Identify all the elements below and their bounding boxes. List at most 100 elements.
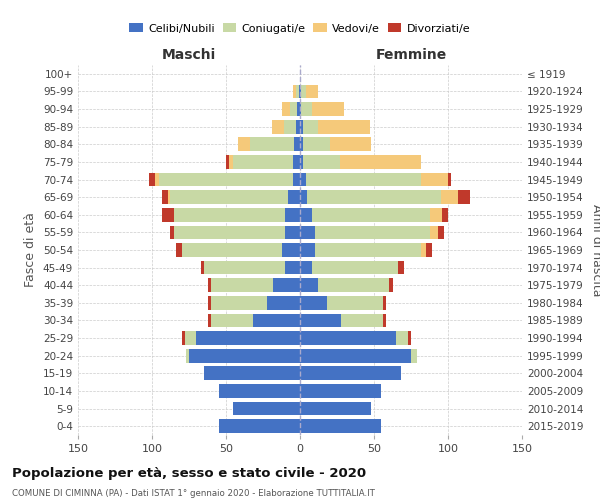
Bar [312,260,398,274]
Bar [301,84,306,98]
Bar [218,384,300,398]
Bar [421,172,448,186]
Bar [272,120,284,134]
Bar [293,155,300,169]
Bar [312,102,344,116]
Bar [300,402,371,415]
Bar [408,331,411,345]
Bar [303,120,318,134]
Bar [285,226,300,239]
Bar [233,402,300,415]
Bar [170,226,174,239]
Bar [253,314,300,328]
Bar [300,420,382,433]
Text: Maschi: Maschi [162,48,216,62]
Bar [300,260,312,274]
Bar [301,102,312,116]
Bar [318,120,370,134]
Bar [300,278,318,292]
Bar [300,314,341,328]
Bar [294,138,300,151]
Bar [182,331,185,345]
Bar [282,243,300,257]
Text: COMUNE DI CIMINNA (PA) - Dati ISTAT 1° gennaio 2020 - Elaborazione TUTTITALIA.IT: COMUNE DI CIMINNA (PA) - Dati ISTAT 1° g… [12,489,375,498]
Bar [174,208,285,222]
Bar [389,278,393,292]
Bar [426,243,432,257]
Bar [300,349,411,362]
Bar [421,243,426,257]
Bar [300,366,401,380]
Bar [300,102,301,116]
Bar [290,102,297,116]
Bar [458,190,470,204]
Bar [160,172,293,186]
Bar [163,190,168,204]
Text: Popolazione per età, sesso e stato civile - 2020: Popolazione per età, sesso e stato civil… [12,468,366,480]
Bar [208,314,211,328]
Bar [284,120,296,134]
Bar [155,172,160,186]
Bar [442,208,448,222]
Bar [448,172,451,186]
Bar [204,260,285,274]
Bar [300,84,301,98]
Bar [300,208,312,222]
Bar [293,172,300,186]
Bar [288,190,300,204]
Bar [329,138,371,151]
Bar [383,314,386,328]
Bar [318,278,389,292]
Bar [170,190,288,204]
Legend: Celibi/Nubili, Coniugati/e, Vedovi/e, Divorziati/e: Celibi/Nubili, Coniugati/e, Vedovi/e, Di… [125,19,475,38]
Bar [383,296,386,310]
Bar [285,260,300,274]
Bar [303,138,329,151]
Bar [437,226,443,239]
Bar [398,260,404,274]
Bar [182,243,282,257]
Bar [300,226,315,239]
Bar [307,190,440,204]
Bar [218,420,300,433]
Bar [306,172,421,186]
Bar [296,120,300,134]
Bar [293,84,296,98]
Bar [300,155,303,169]
Bar [208,278,211,292]
Bar [297,102,300,116]
Bar [186,349,189,362]
Bar [229,155,233,169]
Bar [176,243,182,257]
Y-axis label: Fasce di età: Fasce di età [25,212,37,288]
Bar [300,138,303,151]
Bar [238,138,250,151]
Bar [268,296,300,310]
Bar [285,208,300,222]
Bar [211,296,268,310]
Bar [300,243,315,257]
Bar [300,384,382,398]
Bar [340,155,421,169]
Bar [296,84,299,98]
Bar [315,243,421,257]
Bar [430,226,437,239]
Bar [163,208,174,222]
Y-axis label: Anni di nascita: Anni di nascita [590,204,600,296]
Bar [396,331,408,345]
Bar [174,226,285,239]
Bar [282,102,290,116]
Bar [233,155,293,169]
Bar [149,172,155,186]
Bar [299,84,300,98]
Bar [211,314,253,328]
Bar [201,260,204,274]
Bar [326,296,383,310]
Bar [300,296,326,310]
Bar [430,208,442,222]
Bar [315,226,430,239]
Bar [411,349,417,362]
Bar [306,84,318,98]
Bar [274,278,300,292]
Bar [300,331,396,345]
